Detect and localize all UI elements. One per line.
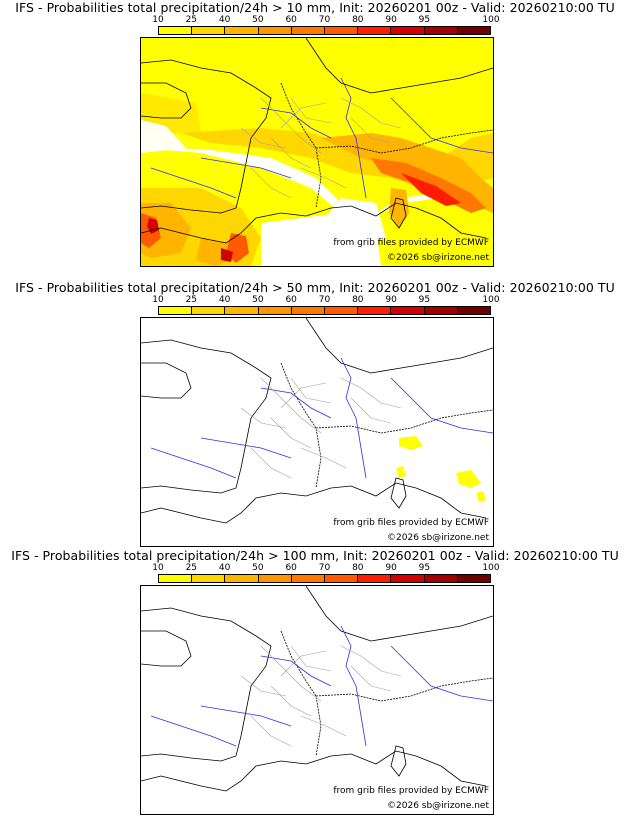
colorbar-swatch [325,575,359,582]
colorbar-ticks: 10 25 40 50 60 70 80 90 95 100 [152,15,499,26]
colorbar-swatch [457,575,491,582]
geography-lines [141,586,493,792]
colorbar-tick-label: 40 [218,563,231,573]
source-credit: from grib files provided by ECMWF [333,238,489,248]
colorbar-swatch [159,27,193,34]
colorbar [158,26,491,35]
panel-10mm: IFS - Probabilities total precipitation/… [0,0,630,268]
panel-title: IFS - Probabilities total precipitation/… [15,0,615,15]
colorbar-tick-label: 80 [352,15,364,25]
colorbar-tick-label: 60 [285,563,297,573]
colorbar-tick-label: 95 [418,295,431,305]
colorbar-swatch [225,27,259,34]
colorbar-tick-label: 90 [385,563,397,573]
colorbar-swatch [159,307,193,314]
colorbar-swatch [291,27,326,34]
geography-lines [141,318,493,524]
colorbar-tick-label: 80 [352,295,364,305]
colorbar-tick-label: 40 [218,15,231,25]
colorbar-swatch [159,575,193,582]
colorbar-swatch [424,307,458,314]
colorbar-tick-label: 70 [318,15,331,25]
colorbar-swatch [325,27,359,34]
precipitation-map: from grib files provided by ECMWF ©2026 … [140,317,494,547]
colorbar-swatch [358,27,392,34]
copyright-credit: ©2026 sb@irizone.net [387,533,489,543]
colorbar-swatch [457,27,491,34]
colorbar-tick-label: 100 [482,563,500,573]
colorbar-swatch [291,575,326,582]
colorbar-tick-label: 100 [482,295,500,305]
colorbar-tick-label: 25 [185,563,198,573]
colorbar-swatch [424,27,458,34]
colorbar-tick-label: 70 [318,563,331,573]
precip-field [396,436,486,502]
colorbar-tick-label: 90 [385,295,397,305]
colorbar-swatch [258,27,292,34]
colorbar-swatch [225,575,259,582]
source-credit: from grib files provided by ECMWF [333,786,489,796]
panel-50mm: IFS - Probabilities total precipitation/… [0,280,630,548]
colorbar-swatch [358,575,392,582]
colorbar-swatch [258,307,292,314]
panel-100mm: IFS - Probabilities total precipitation/… [0,548,630,816]
colorbar-tick-label: 50 [252,295,264,305]
colorbar-swatch [225,307,259,314]
colorbar-tick-label: 50 [252,563,264,573]
colorbar-swatch [291,307,326,314]
colorbar [158,574,491,583]
colorbar-swatch [391,307,425,314]
precipitation-map: from grib files provided by ECMWF ©2026 … [140,37,494,267]
precipitation-map: from grib files provided by ECMWF ©2026 … [140,585,494,815]
colorbar-tick-label: 25 [185,295,198,305]
colorbar [158,306,491,315]
colorbar-tick-label: 100 [482,15,500,25]
colorbar-swatch [424,575,458,582]
colorbar-tick-label: 90 [385,15,397,25]
colorbar-tick-label: 60 [285,295,297,305]
colorbar-swatch [391,575,425,582]
colorbar-tick-label: 40 [218,295,231,305]
colorbar-swatch [192,27,226,34]
source-credit: from grib files provided by ECMWF [333,518,489,528]
colorbar-tick-label: 95 [418,15,431,25]
geography-lines [141,38,493,244]
colorbar-tick-label: 25 [185,15,198,25]
colorbar-swatch [325,307,359,314]
colorbar-ticks: 10 25 40 50 60 70 80 90 95 100 [152,295,499,306]
colorbar-swatch [358,307,392,314]
colorbar-tick-label: 80 [352,563,364,573]
colorbar-tick-label: 60 [285,15,297,25]
colorbar-swatch [457,307,491,314]
copyright-credit: ©2026 sb@irizone.net [387,801,489,811]
copyright-credit: ©2026 sb@irizone.net [387,253,489,263]
colorbar-swatch [192,307,226,314]
colorbar-tick-label: 95 [418,563,431,573]
colorbar-tick-label: 10 [152,563,164,573]
panel-title: IFS - Probabilities total precipitation/… [15,280,615,295]
colorbar-tick-label: 10 [152,295,164,305]
panel-title: IFS - Probabilities total precipitation/… [11,548,619,563]
colorbar-swatch [192,575,226,582]
colorbar-tick-label: 70 [318,295,331,305]
colorbar-tick-label: 10 [152,15,164,25]
colorbar-tick-label: 50 [252,15,264,25]
colorbar-swatch [391,27,425,34]
colorbar-swatch [258,575,292,582]
colorbar-ticks: 10 25 40 50 60 70 80 90 95 100 [152,563,499,574]
